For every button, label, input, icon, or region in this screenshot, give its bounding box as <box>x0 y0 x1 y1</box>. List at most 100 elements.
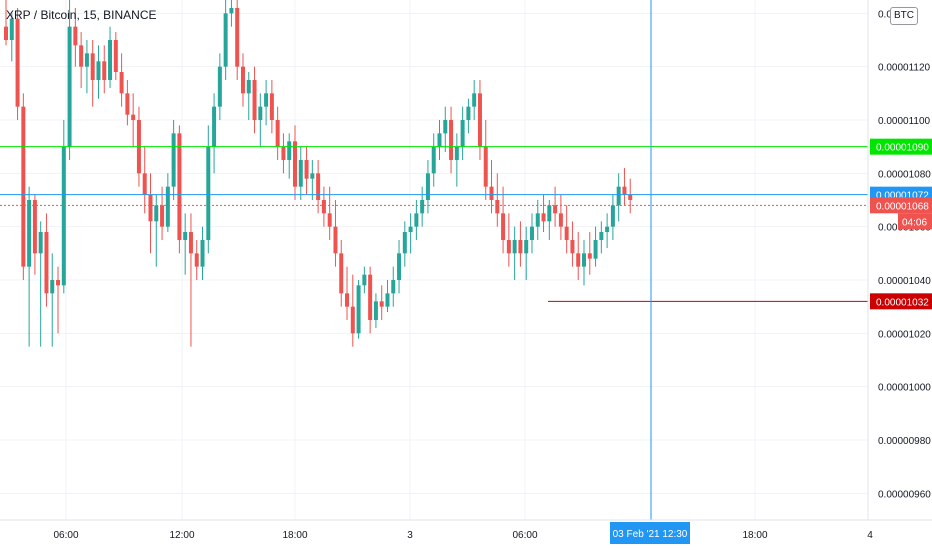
candle <box>73 8 78 67</box>
candle <box>437 120 442 160</box>
candle <box>183 213 188 275</box>
candle-body <box>142 173 147 195</box>
price-tick-label: 0.00000980 <box>878 436 931 447</box>
candle-body <box>501 213 506 240</box>
green-level-value: 0.00001090 <box>876 143 929 154</box>
candle-body <box>454 146 459 160</box>
candle <box>483 120 488 200</box>
currency-badge[interactable]: BTC <box>890 7 918 25</box>
candle <box>547 200 552 240</box>
candle <box>385 280 390 312</box>
candle <box>362 266 367 294</box>
time-tick-label: 3 <box>407 530 413 541</box>
price-axis-bg <box>868 0 932 520</box>
candle-body <box>264 93 269 107</box>
candle-body <box>275 120 280 147</box>
crosshair-price-value: 0.00001072 <box>876 191 929 202</box>
candle <box>616 173 621 222</box>
current-price-tag: 0.00001068 04:06 <box>870 197 932 230</box>
candle-body <box>246 80 251 94</box>
candle-body <box>385 293 390 307</box>
time-tick-label: 18:00 <box>742 530 767 541</box>
candle-body <box>414 213 419 227</box>
candle-body <box>489 186 494 200</box>
candle-body <box>397 253 402 280</box>
candle <box>148 173 153 254</box>
candle <box>142 146 147 214</box>
candle <box>171 120 176 200</box>
candle <box>154 194 159 267</box>
candle-body <box>258 106 263 120</box>
candle-body <box>171 133 176 187</box>
candle <box>90 40 95 107</box>
chart-grid <box>0 0 871 520</box>
candle-body <box>524 240 529 254</box>
candle <box>402 221 407 267</box>
candle-body <box>362 274 367 286</box>
crosshair-time-tag: 03 Feb '21 12:30 <box>610 522 690 544</box>
candle-body <box>402 232 407 254</box>
support-level-tag: 0.00001032 <box>870 293 932 310</box>
candle <box>240 53 245 107</box>
price-tick-label: 0.00001100 <box>878 116 931 127</box>
candle-body <box>56 280 61 286</box>
candle <box>304 146 309 195</box>
price-tick-label: 0.00001120 <box>878 63 931 74</box>
candle <box>252 66 257 134</box>
candle-body <box>449 120 454 160</box>
candle-body <box>194 253 199 267</box>
candle-body <box>287 141 292 160</box>
candle <box>188 213 193 347</box>
candle-body <box>9 18 14 40</box>
price-tick-label: 0.0 <box>878 9 892 20</box>
green-level-tag: 0.00001090 <box>870 138 932 155</box>
candle <box>535 200 540 240</box>
time-tick-label: 18:00 <box>282 530 307 541</box>
candle <box>217 53 222 120</box>
candle-body <box>177 133 182 240</box>
candle-body <box>431 146 436 174</box>
candle <box>512 226 517 280</box>
candle <box>558 194 563 240</box>
candle <box>622 168 627 206</box>
candle <box>38 221 43 347</box>
candle <box>223 0 228 80</box>
candle-body <box>27 200 32 267</box>
candle-body <box>610 205 615 227</box>
candle <box>431 133 436 187</box>
candle-body <box>44 232 49 294</box>
candle-body <box>200 240 205 267</box>
candle <box>628 178 633 214</box>
candle-body <box>50 280 55 294</box>
candle <box>553 186 558 227</box>
candle-body <box>90 53 95 80</box>
price-tick-label: 0.00001000 <box>878 383 931 394</box>
candle-body <box>628 194 633 200</box>
candle <box>391 266 396 307</box>
candle <box>131 93 136 147</box>
candle <box>21 93 26 280</box>
candle <box>593 226 598 267</box>
candle <box>501 186 506 254</box>
candle-body <box>223 13 228 67</box>
candle-body <box>316 173 321 200</box>
candle <box>84 40 89 94</box>
candle-body <box>281 146 286 160</box>
candle-body <box>477 93 482 147</box>
time-tick-label: 06:00 <box>512 530 537 541</box>
price-tick-label: 0.00001020 <box>878 329 931 340</box>
candle-body <box>564 226 569 240</box>
candle <box>165 173 170 232</box>
candle-body <box>102 61 107 80</box>
candle-body <box>252 80 257 120</box>
candle-body <box>443 120 448 134</box>
candle-body <box>506 240 511 254</box>
candle-body <box>240 66 245 94</box>
price-tick-label: 0.00001080 <box>878 169 931 180</box>
candle-body <box>84 53 89 67</box>
candle-body <box>437 133 442 147</box>
candle-body <box>425 173 430 200</box>
time-tick-label: 4 <box>867 530 873 541</box>
